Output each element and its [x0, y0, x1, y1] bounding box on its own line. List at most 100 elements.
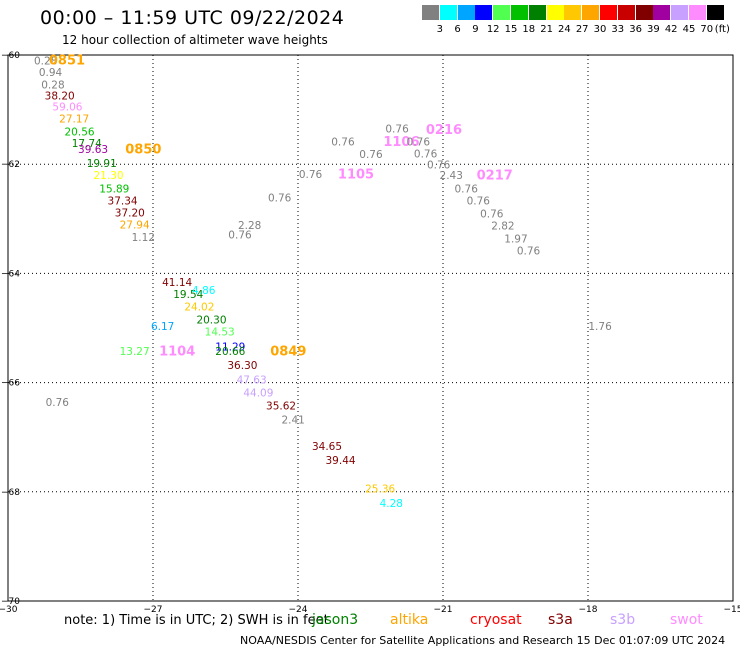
wave-height-point: 14.53	[205, 326, 235, 338]
pass-time-label: 0217	[477, 169, 513, 184]
scale-label: 70	[700, 24, 714, 35]
scale-swatch	[475, 5, 493, 20]
chart-title: 00:00 – 11:59 UTC 09/22/2024	[40, 7, 345, 29]
scale-label: 27	[575, 24, 589, 35]
footer-credit: NOAA/NESDIS Center for Satellite Applica…	[240, 634, 726, 647]
satellite-legend-cryosat: cryosat	[470, 612, 522, 628]
scale-swatch	[582, 5, 600, 20]
scale-label: 45	[682, 24, 696, 35]
scale-swatch	[564, 5, 582, 20]
wave-height-point: 1.97	[504, 234, 527, 246]
wave-height-point: 25.36	[365, 484, 395, 496]
wave-height-point: 27.17	[59, 113, 89, 125]
wave-height-point: 0.28	[41, 80, 64, 92]
wave-height-point: 20.30	[196, 314, 226, 326]
wave-height-point: 17.74	[72, 138, 102, 150]
wave-height-point: 4.28	[380, 498, 403, 510]
satellite-legend-s3b: s3b	[610, 612, 636, 628]
pass-time-label: 1106	[383, 135, 419, 150]
wave-height-point: 0.76	[414, 148, 438, 160]
wave-height-point: 39.44	[326, 455, 356, 467]
wave-height-point: 2.41	[281, 414, 304, 426]
x-tick-label: −27	[144, 605, 163, 615]
scale-label: 33	[611, 24, 625, 35]
wave-height-point: 0.76	[480, 208, 504, 220]
scale-label: 30	[593, 24, 607, 35]
scale-label: 15	[504, 24, 518, 35]
scale-label: 39	[647, 24, 660, 35]
scale-swatch	[635, 5, 653, 20]
wave-height-point: 0.76	[467, 195, 491, 207]
wave-height-point: 0.76	[407, 136, 431, 148]
wave-height-point: 19.91	[87, 158, 117, 170]
wave-height-point: 44.09	[243, 388, 273, 400]
wave-height-point: 37.20	[115, 207, 145, 219]
scale-label: 9	[472, 24, 479, 35]
y-tick-label: −64	[1, 269, 20, 279]
wave-height-point: 0.76	[359, 149, 383, 161]
wave-height-point: 0.76	[268, 193, 292, 205]
scale-swatch	[706, 5, 724, 20]
x-tick-label: −30	[0, 605, 18, 615]
y-tick-label: −62	[1, 160, 20, 170]
wave-height-point: 24.02	[184, 301, 214, 313]
scale-unit: (ft)	[714, 24, 730, 35]
wave-height-point: 27.94	[120, 219, 150, 231]
pass-time-label: 1104	[159, 345, 195, 360]
scale-swatch	[689, 5, 706, 20]
scale-label: 24	[558, 24, 571, 35]
wave-height-point: 19.54	[173, 289, 203, 301]
scale-label: 3	[436, 24, 443, 35]
scale-swatch	[671, 5, 689, 20]
scale-swatch	[617, 5, 635, 20]
wave-height-point: 37.34	[108, 195, 138, 207]
wave-height-point: 41.14	[162, 277, 192, 289]
scale-swatch	[493, 5, 511, 20]
wave-height-point: 2.28	[238, 220, 261, 232]
wave-height-point: 0.76	[517, 246, 541, 258]
wave-height-point: 0.76	[228, 230, 252, 242]
wave-height-point: 0.76	[385, 123, 409, 135]
pass-time-label: 1105	[338, 168, 374, 183]
satellite-legend-jason3: jason3	[312, 612, 359, 628]
wave-height-point: 35.62	[266, 401, 296, 413]
y-tick-label: −66	[1, 379, 20, 389]
wave-height-point: 6.17	[151, 321, 174, 333]
scale-label: 6	[454, 24, 461, 35]
wave-height-point: 13.27	[120, 346, 150, 358]
pass-time-label: 0850	[125, 143, 161, 158]
wave-height-point: 21.30	[94, 170, 124, 182]
pass-time-label: 0849	[270, 345, 306, 360]
scale-swatch	[600, 5, 617, 20]
satellite-legend-altika: altika	[390, 612, 429, 628]
x-tick-label: −18	[579, 605, 598, 615]
scale-swatch	[511, 5, 528, 20]
note-text: note: 1) Time is in UTC; 2) SWH is in fe…	[64, 613, 329, 628]
scale-swatch	[457, 5, 475, 20]
wave-height-point: 4.86	[192, 285, 216, 297]
y-tick-label: −68	[1, 488, 20, 498]
satellite-legend-s3a: s3a	[548, 612, 573, 628]
wave-height-point: 2.82	[491, 220, 514, 232]
scale-swatch	[439, 5, 457, 20]
y-tick-label: −60	[1, 51, 20, 61]
wave-height-point: 39.63	[78, 144, 108, 156]
wave-height-point: 34.65	[312, 441, 342, 453]
scale-label: 36	[629, 24, 642, 35]
scale-swatch	[422, 5, 439, 20]
wave-height-point: 0.76	[46, 397, 70, 409]
wave-height-point: 38.20	[45, 90, 75, 102]
wave-height-point: 47.63	[237, 374, 267, 386]
wave-height-point: 1.12	[132, 232, 155, 244]
wave-height-point: 0.94	[39, 67, 63, 79]
scale-label: 18	[522, 24, 536, 35]
x-tick-label: −24	[289, 605, 308, 615]
wave-height-point: 0.76	[427, 159, 451, 171]
scale-label: 12	[486, 24, 500, 35]
wave-height-point: 20.56	[65, 127, 95, 139]
wave-height-point: 2.43	[440, 170, 463, 182]
plot-frame	[7, 54, 734, 602]
satellite-legend-swot: swot	[670, 612, 703, 628]
wave-height-point: 59.06	[52, 101, 82, 113]
scale-label: 21	[540, 24, 553, 35]
